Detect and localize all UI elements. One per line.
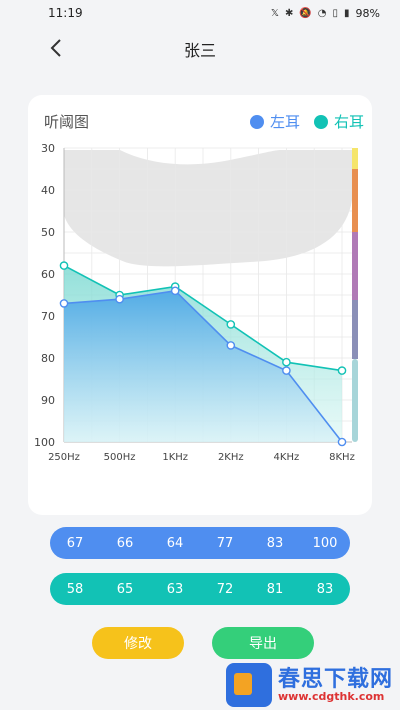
mute-icon: 🔕 bbox=[299, 7, 312, 19]
ear-background-shape bbox=[64, 150, 352, 267]
watermark: 春思下载网 www.cdgthk.com bbox=[226, 660, 398, 710]
right-value-250: 58 bbox=[66, 581, 84, 597]
legend-right: 右耳 bbox=[313, 111, 364, 132]
left-value-8k: 100 bbox=[312, 535, 338, 551]
right-value-500: 65 bbox=[116, 581, 134, 597]
severity-bar-purple bbox=[352, 232, 358, 300]
right-value-4k: 81 bbox=[266, 581, 284, 597]
y-tick-label: 40 bbox=[41, 184, 55, 197]
chart-header: 听阈图 左耳 右耳 bbox=[44, 111, 364, 132]
bluetooth-icon: ✱ bbox=[284, 7, 294, 19]
back-button[interactable] bbox=[44, 36, 68, 60]
y-tick-label: 100 bbox=[34, 436, 55, 449]
legend-right-dot bbox=[313, 114, 328, 129]
y-tick-label: 60 bbox=[41, 268, 55, 281]
data-point-right bbox=[282, 357, 291, 367]
data-point-left bbox=[59, 299, 69, 308]
series-line-right bbox=[63, 264, 343, 372]
y-tick-label: 30 bbox=[41, 142, 55, 155]
severity-bar-slate bbox=[352, 300, 358, 359]
legend: 左耳 右耳 bbox=[249, 111, 364, 132]
status-bar: 11:19 𝕏 ✱ 🔕 ◔ ▯ ▮ 98% bbox=[0, 0, 400, 26]
y-tick-label: 90 bbox=[41, 394, 55, 407]
right-value-1k: 63 bbox=[166, 581, 184, 597]
data-point-right bbox=[59, 261, 69, 270]
data-point-left bbox=[337, 437, 347, 447]
y-tick-label: 50 bbox=[41, 226, 55, 239]
chevron-left-icon bbox=[50, 39, 61, 57]
data-point-right bbox=[337, 366, 347, 375]
ear-background-inner bbox=[120, 150, 280, 165]
left-value-2k: 77 bbox=[216, 535, 234, 551]
edit-button[interactable]: 修改 bbox=[92, 627, 184, 659]
page-title: 张三 bbox=[183, 41, 216, 60]
right-value-8k: 83 bbox=[316, 581, 334, 597]
status-icons: 𝕏 ✱ 🔕 ◔ ▯ ▮ 98% bbox=[271, 7, 380, 20]
battery-icon: ▮ bbox=[344, 7, 350, 19]
x-tick-label: 2KHz bbox=[218, 452, 244, 463]
severity-bar-teal bbox=[352, 359, 358, 442]
wifi-icon: ◔ bbox=[317, 7, 327, 19]
legend-left: 左耳 bbox=[249, 111, 300, 132]
legend-right-label: 右耳 bbox=[333, 113, 364, 131]
y-tick-label: 70 bbox=[41, 310, 55, 323]
legend-left-label: 左耳 bbox=[269, 113, 300, 131]
left-value-250: 67 bbox=[66, 535, 84, 551]
left-values-row: 67 66 64 77 83 100 bbox=[50, 527, 350, 559]
export-button[interactable]: 导出 bbox=[212, 627, 314, 659]
chart-title: 听阈图 bbox=[44, 113, 90, 131]
watermark-text: 春思下载网 www.cdgthk.com bbox=[278, 667, 393, 703]
data-point-left bbox=[226, 341, 236, 350]
y-tick-label: 80 bbox=[41, 352, 55, 365]
right-value-2k: 72 bbox=[216, 581, 234, 597]
data-point-left bbox=[170, 286, 180, 296]
x-app-icon: 𝕏 bbox=[270, 7, 279, 19]
left-value-1k: 64 bbox=[166, 535, 184, 551]
series-area-left bbox=[64, 290, 342, 442]
data-point-right bbox=[226, 320, 236, 329]
watermark-name: 春思下载网 bbox=[278, 665, 394, 692]
series-line-left bbox=[63, 289, 343, 443]
data-point-left bbox=[282, 366, 291, 375]
severity-bar-orange bbox=[352, 169, 358, 232]
legend-left-dot bbox=[249, 114, 264, 129]
right-values-row: 58 65 63 72 81 83 bbox=[50, 573, 350, 605]
severity-bar-yellow bbox=[352, 148, 358, 169]
status-time: 11:19 bbox=[48, 6, 83, 20]
battery-percent: 98% bbox=[355, 6, 380, 20]
x-tick-label: 250Hz bbox=[48, 452, 80, 463]
data-point-left bbox=[115, 294, 124, 304]
x-tick-label: 500Hz bbox=[104, 452, 136, 463]
left-value-500: 66 bbox=[116, 535, 134, 551]
left-value-4k: 83 bbox=[266, 535, 284, 551]
watermark-url: www.cdgthk.com bbox=[278, 690, 385, 704]
audiogram-chart: 30 40 50 60 70 80 90 100 250Hz 500Hz 1KHz 2KHz 4KHz… bbox=[34, 142, 358, 463]
x-tick-label: 8KHz bbox=[329, 452, 355, 463]
nav-bar: 张三 bbox=[0, 26, 400, 72]
x-tick-label: 4KHz bbox=[274, 452, 300, 463]
no-sim-icon: ▯ bbox=[332, 7, 339, 19]
x-tick-label: 1KHz bbox=[162, 452, 188, 463]
watermark-logo-icon bbox=[226, 663, 272, 707]
